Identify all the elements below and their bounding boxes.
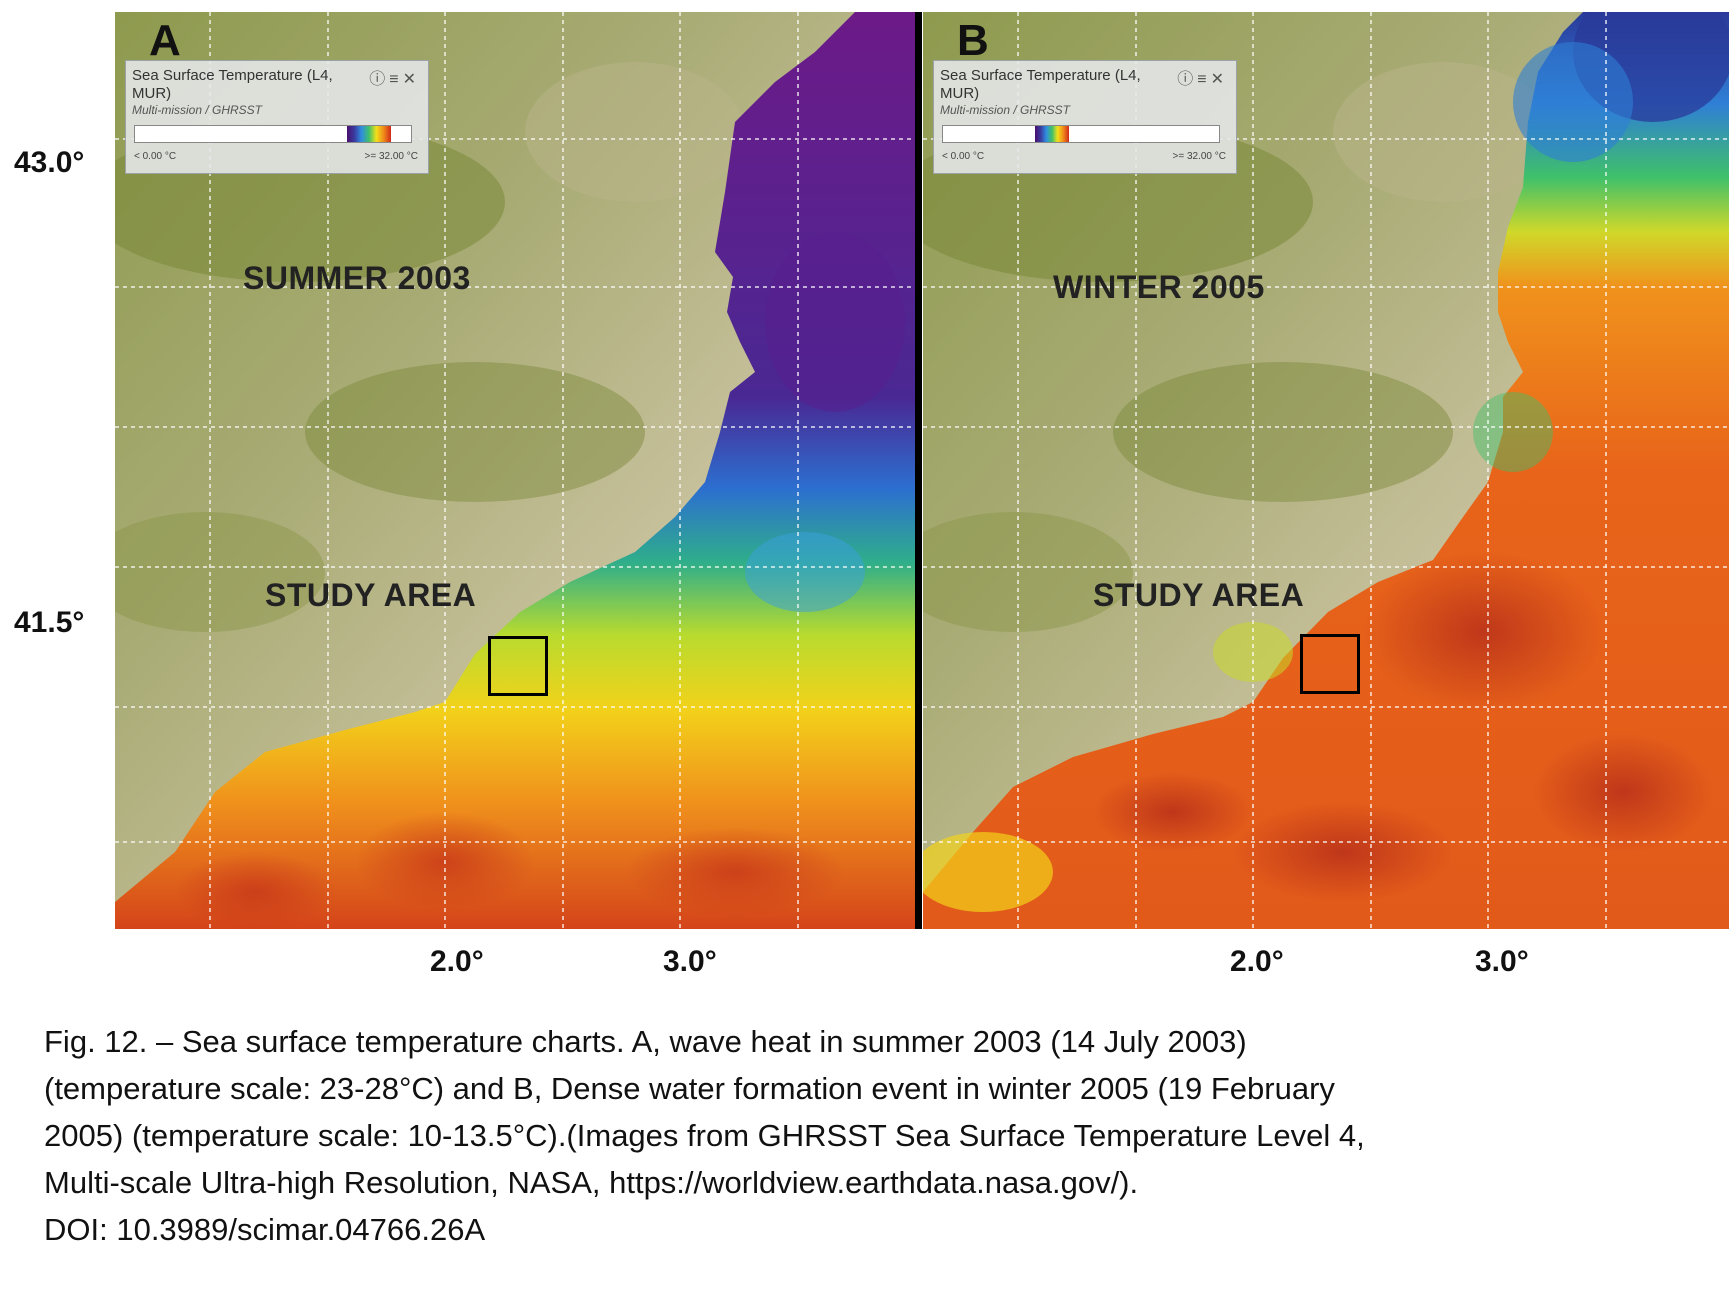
sst-legend: Sea Surface Temperature (L4, MUR) ⓘ≡✕ Mu…: [933, 60, 1237, 174]
sst-legend: Sea Surface Temperature (L4, MUR) ⓘ≡✕ Mu…: [125, 60, 429, 174]
longitude-label: 3.0°: [1475, 945, 1529, 978]
legend-max: >= 32.00 °C: [364, 151, 418, 162]
caption-line: Multi-scale Ultra-high Resolution, NASA,…: [44, 1165, 1139, 1200]
study-area-box: [488, 636, 548, 696]
settings-icon[interactable]: ≡: [389, 71, 403, 88]
legend-title: Sea Surface Temperature (L4, MUR): [132, 67, 333, 102]
panel-letter: B: [957, 16, 989, 65]
legend-max: >= 32.00 °C: [1172, 151, 1226, 162]
figure-caption: Fig. 12. – Sea surface temperature chart…: [44, 1018, 1704, 1253]
legend-subtitle: Multi-mission / GHRSST: [940, 103, 1071, 117]
legend-color-scale: [134, 125, 412, 143]
settings-icon[interactable]: ≡: [1197, 71, 1211, 88]
caption-line: 2005) (temperature scale: 10-13.5°C).(Im…: [44, 1118, 1365, 1153]
info-icon[interactable]: ⓘ: [369, 71, 390, 88]
sst-map-summer-2003: [115, 12, 919, 929]
season-label: SUMMER 2003: [243, 260, 471, 296]
legend-color-scale: [942, 125, 1220, 143]
legend-controls: ⓘ≡✕: [369, 65, 420, 89]
study-area-box: [1300, 634, 1360, 694]
legend-min: < 0.00 °C: [134, 151, 177, 162]
legend-min: < 0.00 °C: [942, 151, 985, 162]
panel-letter: A: [149, 16, 181, 65]
map-panel-b: B Sea Surface Temperature (L4, MUR) ⓘ≡✕ …: [923, 12, 1729, 929]
legend-title: Sea Surface Temperature (L4, MUR): [940, 67, 1141, 102]
info-icon[interactable]: ⓘ: [1177, 71, 1198, 88]
caption-line: Fig. 12. – Sea surface temperature chart…: [44, 1024, 1247, 1059]
legend-color-ramp: [1035, 126, 1069, 142]
legend-subtitle: Multi-mission / GHRSST: [132, 103, 263, 117]
legend-color-ramp: [347, 126, 391, 142]
study-area-label: STUDY AREA: [265, 577, 477, 613]
study-area-label: STUDY AREA: [1093, 577, 1305, 613]
latitude-label: 41.5°: [14, 606, 85, 639]
caption-line: (temperature scale: 23-28°C) and B, Dens…: [44, 1071, 1335, 1106]
longitude-label: 2.0°: [1230, 945, 1284, 978]
map-panel-a: A Sea Surface Temperature (L4, MUR) ⓘ≡✕ …: [115, 12, 919, 929]
longitude-label: 3.0°: [663, 945, 717, 978]
panel-divider: [915, 12, 922, 929]
close-icon[interactable]: ✕: [1210, 71, 1228, 88]
latitude-label: 43.0°: [14, 146, 85, 179]
caption-line: DOI: 10.3989/scimar.04766.26A: [44, 1212, 486, 1247]
close-icon[interactable]: ✕: [402, 71, 420, 88]
season-label: WINTER 2005: [1053, 269, 1265, 305]
legend-controls: ⓘ≡✕: [1177, 65, 1228, 89]
longitude-label: 2.0°: [430, 945, 484, 978]
